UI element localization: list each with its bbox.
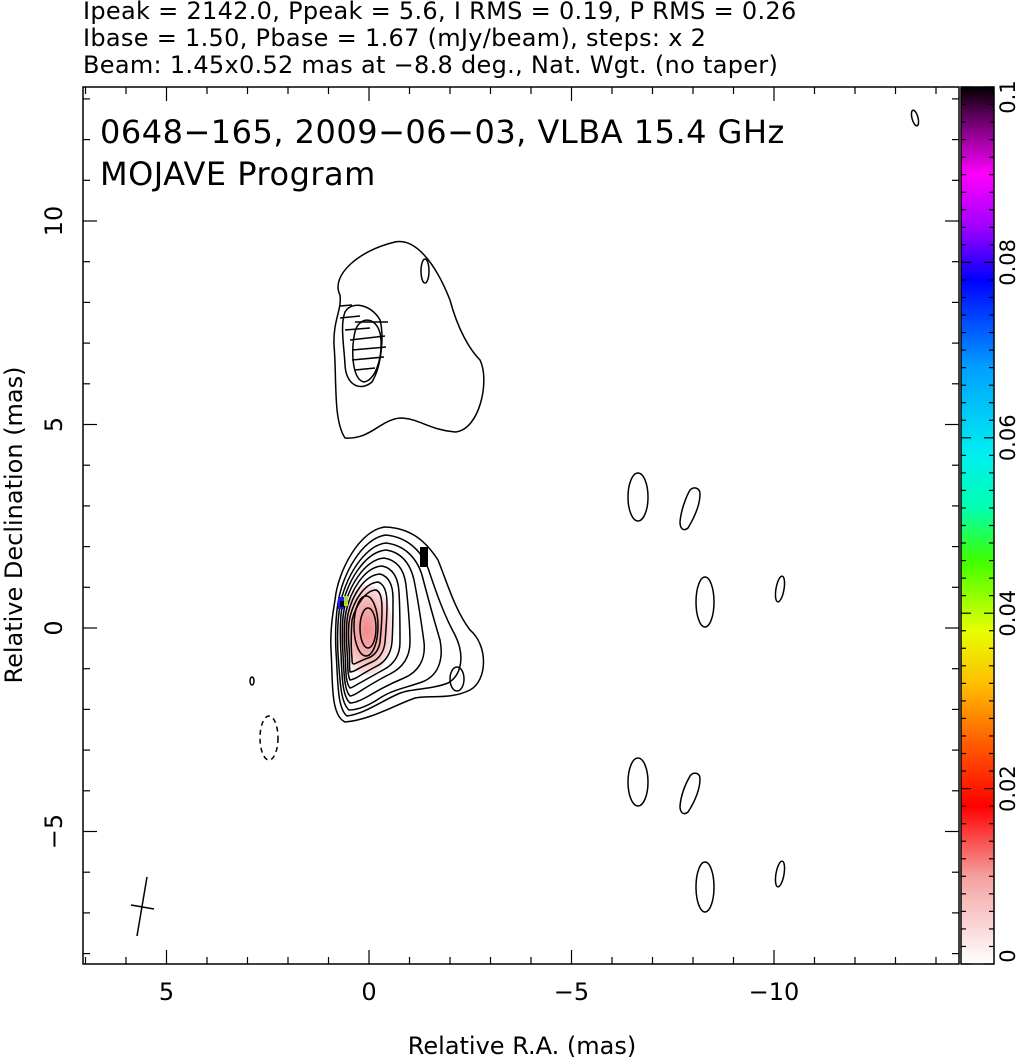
core-contour-5: [341, 557, 411, 697]
artifact-contour-4: [774, 575, 786, 603]
core-contour-7: [345, 573, 394, 681]
colorbar: [960, 86, 995, 965]
colorbar-tick-label: 0.1: [996, 80, 1020, 113]
source-contours: [249, 109, 920, 913]
colorbar-ticks: [961, 86, 994, 965]
core-contour-4: [339, 549, 426, 704]
artifact-contour-5: [627, 757, 649, 807]
artifact-contour-2: [679, 487, 701, 531]
x-tick-label: −5: [554, 978, 589, 1006]
y-axis-tick-labels: 10 5 0 −5: [40, 206, 68, 849]
artifact-contour-1: [627, 472, 649, 522]
artifact-contour-6: [679, 772, 701, 815]
artifact-contour-9: [910, 109, 920, 127]
colorbar-tick-label: 0.08: [996, 239, 1020, 286]
fractional-pol-pixels: [338, 596, 348, 609]
colorbar-tick-labels: 0 0.02 0.04 0.06 0.08 0.1: [996, 80, 1020, 962]
y-axis-ticks: [83, 98, 959, 955]
core-contour-11: [359, 607, 377, 649]
core-contour-10: [353, 595, 379, 657]
y-tick-label: 5: [40, 417, 68, 432]
beam-symbol: [130, 876, 155, 937]
y-tick-label: 10: [40, 206, 68, 237]
y-tick-label: −5: [40, 814, 68, 849]
header-line-beam: Beam: 1.45x0.52 mas at −8.8 deg., Nat. W…: [83, 51, 779, 79]
x-axis-ticks: [84, 87, 937, 964]
x-axis-tick-labels: 5 0 −5 −10: [159, 978, 799, 1006]
x-axis-label: Relative R.A. (mas): [408, 1032, 636, 1060]
polarization-marker: [420, 547, 428, 567]
colorbar-tick-label: 0.02: [996, 765, 1020, 812]
jet-component-mid-contour: [341, 304, 383, 388]
y-tick-label: 0: [40, 620, 68, 635]
jet-knot-contour: [420, 258, 430, 284]
artifact-contour-3: [695, 576, 715, 628]
colorbar-tick-label: 0: [996, 949, 1020, 962]
artifact-contour-10: [249, 676, 255, 686]
core-contour-6: [343, 565, 401, 689]
colorbar-tick-label: 0.06: [996, 414, 1020, 461]
core-contour-8: [347, 581, 388, 673]
x-tick-label: −10: [749, 978, 800, 1006]
core-contour-2: [334, 534, 462, 717]
map-title: 0648−165, 2009−06−03, VLBA 15.4 GHz: [100, 113, 785, 151]
core-contour-1: [330, 526, 485, 723]
x-tick-label: 5: [159, 978, 174, 1006]
jet-component-outer-contour: [333, 240, 485, 439]
core-secondary-contour: [449, 666, 465, 692]
x-tick-label: 0: [361, 978, 376, 1006]
core-contour-3: [336, 542, 442, 711]
core-emission: [341, 585, 393, 675]
polarization-vectors: [339, 304, 388, 371]
header-line-peak: Ipeak = 2142.0, Ppeak = 5.6, I RMS = 0.1…: [83, 0, 797, 25]
artifact-contour-7: [695, 861, 715, 913]
y-axis-label: Relative Declination (mas): [0, 366, 28, 683]
negative-contour: [259, 715, 279, 761]
artifact-contour-8: [774, 860, 786, 888]
map-subtitle: MOJAVE Program: [100, 155, 376, 193]
header-line-base: Ibase = 1.50, Pbase = 1.67 (mJy/beam), s…: [83, 24, 707, 52]
plot-frame: [82, 86, 960, 965]
core-contour-9: [350, 589, 383, 665]
jet-component-inner-contour: [352, 319, 382, 383]
colorbar-tick-label: 0.04: [996, 590, 1020, 637]
